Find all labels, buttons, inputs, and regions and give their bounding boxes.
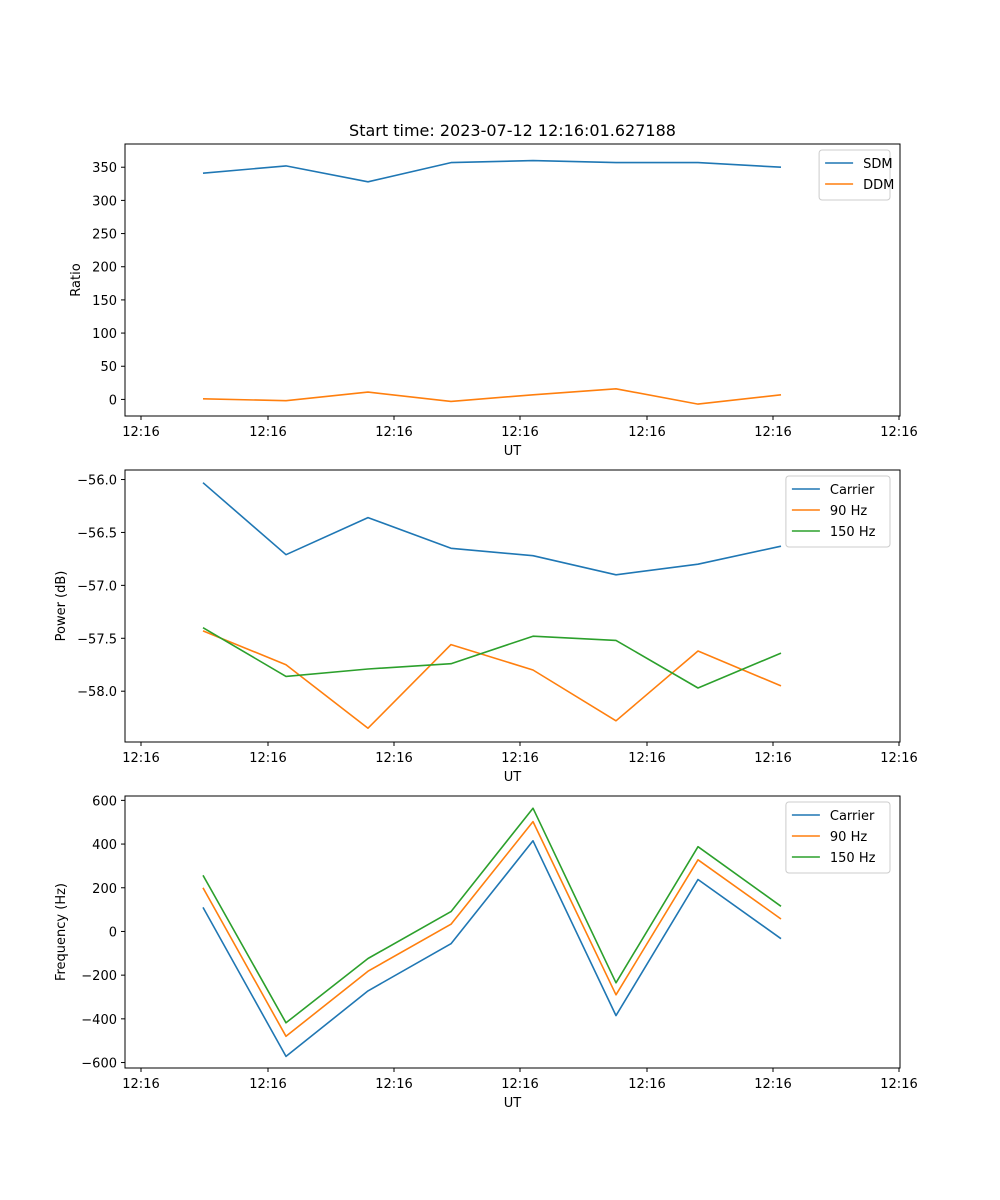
chart2-x-tick-label: 12:16 [249, 751, 286, 766]
chart1-series-sdm-line [202, 159, 782, 183]
chart3-x-tick-label: 12:16 [375, 1077, 412, 1092]
chart3-legend-label-carrier: Carrier [830, 809, 875, 824]
chart1-xlabel: UT [504, 444, 522, 459]
chart3-x-tick-label: 12:16 [754, 1077, 791, 1092]
chart3-legend-label-150-hz: 150 Hz [830, 851, 876, 866]
chart1-title: Start time: 2023-07-12 12:16:01.627188 [349, 121, 676, 140]
chart1-axes-frame [124, 143, 901, 417]
chart2-legend-label-90-hz: 90 Hz [830, 504, 867, 519]
chart2-x-tick-label: 12:16 [122, 751, 159, 766]
chart1-y-tick-label: 50 [100, 360, 117, 375]
chart1-ylabel: Ratio [69, 263, 84, 296]
chart3-legend-label-90-hz: 90 Hz [830, 830, 867, 845]
chart1-y-tick-label: 100 [92, 327, 117, 342]
chart1-x-tick-label: 12:16 [249, 425, 286, 440]
chart2-y-tick-label: −57.0 [77, 579, 117, 594]
chart1-y-tick-label: 150 [92, 294, 117, 309]
chart2-x-tick-label: 12:16 [754, 751, 791, 766]
chart3-x-tick-label: 12:16 [880, 1077, 917, 1092]
chart2-y-tick-label: −57.5 [77, 632, 117, 647]
chart2-x-tick-label: 12:16 [501, 751, 538, 766]
chart2-series-carrier-line [202, 482, 782, 576]
chart3-y-tick-label: 400 [92, 838, 117, 853]
chart3-y-tick-label: −400 [81, 1013, 117, 1028]
chart3-y-tick-label: −600 [81, 1057, 117, 1072]
chart2-series-90-hz-line [202, 630, 782, 730]
chart3-y-tick-label: 0 [109, 925, 117, 940]
chart3-series-carrier-line [202, 839, 782, 1058]
chart2-legend-label-150-hz: 150 Hz [830, 525, 876, 540]
chart3-y-tick-label: −200 [81, 969, 117, 984]
chart3-x-tick-label: 12:16 [249, 1077, 286, 1092]
chart2-y-tick-label: −56.5 [77, 526, 117, 541]
chart3-ylabel: Frequency (Hz) [54, 883, 69, 981]
chart1-y-tick-label: 200 [92, 261, 117, 276]
chart3-x-tick-label: 12:16 [122, 1077, 159, 1092]
chart1-y-tick-label: 250 [92, 228, 117, 243]
chart1-x-tick-label: 12:16 [501, 425, 538, 440]
chart1-series-ddm-line [202, 387, 782, 405]
chart2-legend [785, 475, 891, 548]
chart2-legend-label-carrier: Carrier [830, 483, 875, 498]
chart2-x-tick-label: 12:16 [880, 751, 917, 766]
chart2-y-tick-label: −58.0 [77, 685, 117, 700]
chart1-y-tick-label: 0 [109, 393, 117, 408]
chart1-y-tick-label: 350 [92, 161, 117, 176]
chart1-x-tick-label: 12:16 [880, 425, 917, 440]
chart3-xlabel: UT [504, 1096, 522, 1111]
chart2-x-tick-label: 12:16 [375, 751, 412, 766]
chart1-legend-label-ddm: DDM [863, 178, 894, 193]
chart2-ylabel: Power (dB) [54, 571, 69, 642]
chart1-x-tick-label: 12:16 [628, 425, 665, 440]
chart3-legend [785, 801, 891, 874]
chart3-series-150-hz-line [202, 807, 782, 1024]
chart2-axes-frame [124, 469, 901, 743]
chart3-y-tick-label: 200 [92, 882, 117, 897]
chart3-y-tick-label: 600 [92, 794, 117, 809]
chart2-series-150-hz-line [202, 627, 782, 689]
chart2-xlabel: UT [504, 770, 522, 785]
chart2-y-tick-label: −56.0 [77, 474, 117, 489]
chart1-y-tick-label: 300 [92, 194, 117, 209]
chart2-x-tick-label: 12:16 [628, 751, 665, 766]
chart3-axes-frame [124, 795, 901, 1069]
chart1-x-tick-label: 12:16 [122, 425, 159, 440]
chart1-x-tick-label: 12:16 [754, 425, 791, 440]
chart1-x-tick-label: 12:16 [375, 425, 412, 440]
chart3-x-tick-label: 12:16 [628, 1077, 665, 1092]
chart3-x-tick-label: 12:16 [501, 1077, 538, 1092]
chart1-legend-label-sdm: SDM [863, 157, 892, 172]
chart3-series-90-hz-line [202, 820, 782, 1038]
